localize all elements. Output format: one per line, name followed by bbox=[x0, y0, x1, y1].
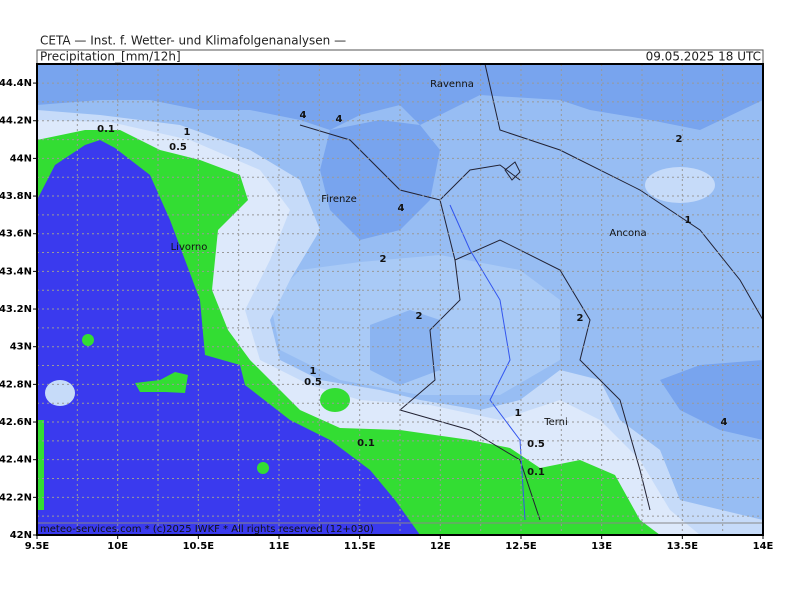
san-marino bbox=[504, 161, 521, 181]
contour-label: 0.1 bbox=[357, 438, 375, 449]
city-label: Terni bbox=[543, 417, 568, 428]
contour-label: 0.5 bbox=[169, 142, 187, 153]
island bbox=[257, 462, 269, 474]
lat-label: 43N bbox=[10, 342, 32, 353]
zone-green bbox=[320, 388, 350, 412]
contour-label: 2 bbox=[676, 134, 683, 145]
lat-label: 43.2N bbox=[0, 304, 32, 315]
border bbox=[398, 199, 541, 521]
lat-label: 43.6N bbox=[0, 229, 32, 240]
river bbox=[449, 204, 526, 521]
contour-label: 0.1 bbox=[97, 124, 115, 135]
contour-label: 2 bbox=[380, 254, 387, 265]
lon-label: 13E bbox=[591, 541, 612, 552]
contour-label: 1 bbox=[685, 215, 692, 226]
island bbox=[82, 334, 94, 346]
lon-label: 10E bbox=[107, 541, 128, 552]
zone-4 bbox=[320, 120, 440, 240]
zone-4 bbox=[37, 64, 763, 130]
lon-label: 11.5E bbox=[344, 541, 376, 552]
lon-label: 12.5E bbox=[505, 541, 537, 552]
contour-label: 4 bbox=[300, 110, 307, 121]
zone-green bbox=[37, 420, 44, 510]
map-frame bbox=[36, 63, 764, 536]
lat-label: 42.4N bbox=[0, 455, 32, 466]
lon-label: 13.5E bbox=[667, 541, 699, 552]
lat-label: 43.8N bbox=[0, 191, 32, 202]
graticule bbox=[37, 64, 763, 535]
zone-4 bbox=[660, 360, 763, 440]
zone-2 bbox=[370, 310, 440, 385]
lat-label: 42.6N bbox=[0, 417, 32, 428]
contour-label: 1 bbox=[184, 127, 191, 138]
lat-label: 44N bbox=[10, 153, 32, 164]
contour-label: 4 bbox=[398, 203, 405, 214]
island bbox=[135, 372, 188, 393]
timestamp: 09.05.2025 18 UTC bbox=[646, 50, 761, 64]
lat-label: 44.2N bbox=[0, 116, 32, 127]
sea bbox=[37, 140, 420, 535]
contour-label: 0.5 bbox=[527, 439, 545, 450]
lon-label: 10.5E bbox=[183, 541, 215, 552]
contour-label: 2 bbox=[577, 313, 584, 324]
city-label: Firenze bbox=[321, 194, 357, 205]
zone-1 bbox=[645, 167, 715, 203]
lon-label: 9.5E bbox=[25, 541, 50, 552]
city-label: Ancona bbox=[609, 228, 646, 239]
city-label: Livorno bbox=[171, 242, 208, 253]
footer: meteo-services.com * (c)2025 IWKF * All … bbox=[40, 524, 374, 535]
title: Precipitation_[mm/12h] bbox=[40, 50, 181, 64]
contour-label: 0.5 bbox=[304, 377, 322, 388]
lat-label: 43.4N bbox=[0, 266, 32, 277]
lat-label: 42N bbox=[10, 530, 32, 541]
city-label: Ravenna bbox=[430, 79, 474, 90]
island bbox=[45, 380, 75, 406]
contour-label: 4 bbox=[336, 114, 343, 125]
border bbox=[454, 239, 651, 511]
lon-label: 12E bbox=[430, 541, 451, 552]
lat-label: 42.8N bbox=[0, 379, 32, 390]
lat-label: 42.2N bbox=[0, 492, 32, 503]
contour-label: 2 bbox=[416, 311, 423, 322]
contour-label: 1 bbox=[515, 408, 522, 419]
institute: CETA — Inst. f. Wetter- und Klimafolgena… bbox=[40, 34, 346, 48]
contour-label: 1 bbox=[310, 366, 317, 377]
axes: 44.4N 44.2N 44N 43.8N 43.6N 43.4N 43.2N 43N 42.8… bbox=[0, 78, 774, 552]
lon-label: 14E bbox=[753, 541, 774, 552]
coastline bbox=[484, 64, 763, 321]
map-area: Ravenna Firenze Livorno Ancona Terni 0.1… bbox=[37, 64, 763, 535]
contour-label: 4 bbox=[721, 417, 728, 428]
lon-label: 11E bbox=[269, 541, 290, 552]
lat-label: 44.4N bbox=[0, 78, 32, 89]
contour-label: 0.1 bbox=[527, 467, 545, 478]
